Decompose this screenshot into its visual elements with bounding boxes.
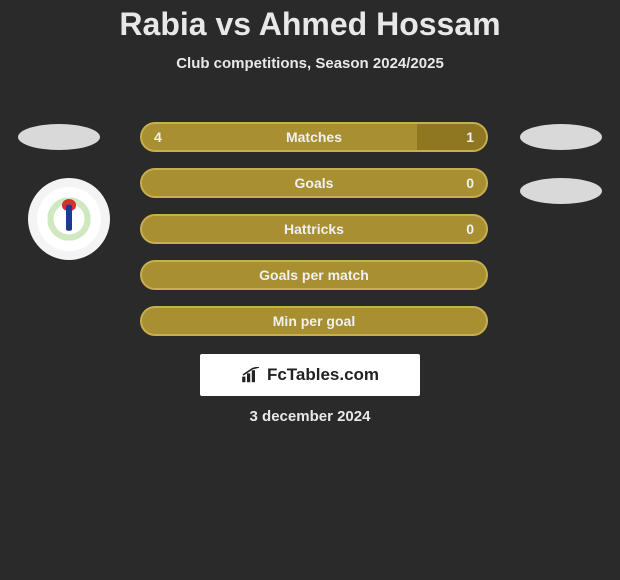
stat-value-right: 0 <box>466 221 474 237</box>
stats-bars: 4 Matches 1 Goals 0 Hattricks 0 Goals per match… <box>140 122 488 352</box>
page-subtitle: Club competitions, Season 2024/2025 <box>0 55 620 72</box>
stat-bar: Goals 0 <box>140 168 488 198</box>
stat-bar: 4 Matches 1 <box>140 122 488 152</box>
stat-label: Goals <box>295 175 334 191</box>
stat-label: Min per goal <box>273 313 355 329</box>
club-logo-graphic <box>37 187 101 251</box>
player-badge-right <box>520 178 602 204</box>
date-label: 3 december 2024 <box>0 408 620 425</box>
player-badge-right <box>520 124 602 150</box>
stat-label: Goals per match <box>259 267 369 283</box>
torch-icon <box>66 205 72 231</box>
stat-label: Matches <box>286 129 342 145</box>
brand-label: FcTables.com <box>267 365 379 385</box>
stat-value-left: 4 <box>154 129 162 145</box>
chart-icon <box>241 367 261 383</box>
brand-box[interactable]: FcTables.com <box>200 354 420 396</box>
stat-bar: Goals per match <box>140 260 488 290</box>
stat-value-right: 1 <box>466 129 474 145</box>
stat-label: Hattricks <box>284 221 344 237</box>
stat-bar: Min per goal <box>140 306 488 336</box>
player-badge-left <box>18 124 100 150</box>
page-title: Rabia vs Ahmed Hossam <box>0 0 620 43</box>
stat-value-right: 0 <box>466 175 474 191</box>
stat-bar-fill-right <box>417 124 486 150</box>
stat-bar: Hattricks 0 <box>140 214 488 244</box>
club-logo-left <box>28 178 110 260</box>
